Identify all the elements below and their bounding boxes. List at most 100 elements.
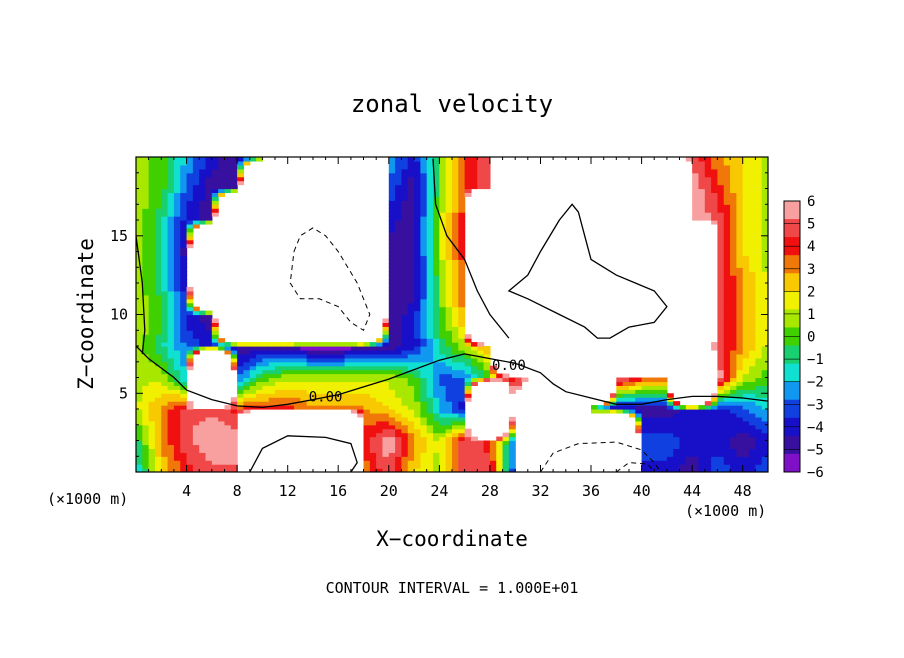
field-cell (199, 188, 207, 194)
field-cell (749, 334, 756, 339)
field-cell (635, 409, 643, 414)
field-cell (401, 176, 409, 182)
field-cell (692, 432, 700, 438)
field-cell (508, 456, 516, 461)
field-cell (414, 302, 421, 308)
field-cell (458, 385, 466, 390)
field-cell (218, 412, 226, 418)
field-cell (344, 397, 352, 402)
field-cell (388, 263, 396, 268)
field-cell (154, 353, 162, 359)
field-cell (306, 357, 314, 363)
field-cell (401, 294, 409, 300)
field-cell (382, 424, 390, 430)
field-cell (420, 160, 428, 166)
field-cell (749, 220, 756, 225)
field-cell (723, 330, 731, 335)
field-cell (420, 235, 428, 241)
field-cell (275, 357, 282, 363)
field-cell (167, 401, 175, 406)
field-cell (445, 176, 453, 182)
field-cell (161, 330, 169, 335)
field-cell (426, 180, 434, 186)
field-cell (401, 247, 409, 253)
field-cell (502, 456, 510, 461)
field-cell (749, 357, 756, 363)
field-cell (420, 416, 428, 422)
field-cell (382, 420, 390, 426)
field-cell (761, 338, 768, 343)
field-cell (407, 290, 415, 296)
field-cell (439, 318, 447, 323)
field-cell (698, 157, 706, 162)
field-cell (268, 385, 276, 390)
field-cell (723, 306, 731, 312)
field-cell (249, 346, 257, 351)
field-cell (401, 420, 409, 426)
field-cell (477, 468, 485, 472)
field-cell (382, 369, 390, 375)
field-cell (148, 184, 156, 190)
field-cell (186, 286, 194, 292)
field-cell (660, 464, 668, 469)
field-cell (136, 448, 143, 453)
field-cell (256, 377, 263, 383)
field-cell (369, 440, 377, 446)
field-cell (167, 440, 175, 446)
field-cell (312, 342, 320, 347)
field-cell (749, 342, 756, 347)
field-cell (730, 263, 737, 268)
field-cell (426, 243, 434, 249)
field-cell (660, 432, 668, 438)
field-cell (723, 188, 731, 194)
field-cell (161, 283, 169, 288)
field-cell (761, 196, 768, 201)
field-cell (154, 306, 162, 312)
field-cell (211, 208, 219, 213)
field-cell (186, 349, 194, 355)
field-cell (433, 452, 440, 457)
field-cell (433, 385, 440, 390)
field-cell (395, 247, 403, 253)
field-cell (736, 369, 744, 375)
field-cell (641, 397, 649, 402)
field-cell (414, 330, 421, 335)
field-cell (369, 369, 377, 375)
field-cell (407, 369, 415, 375)
field-cell (508, 377, 516, 383)
field-cell (148, 160, 156, 166)
field-cell (698, 436, 706, 442)
field-cell (420, 188, 428, 194)
field-cell (477, 369, 485, 375)
field-cell (350, 381, 358, 386)
field-cell (414, 440, 421, 446)
field-cell (161, 326, 169, 331)
field-cell (711, 436, 719, 442)
field-cell (711, 440, 719, 446)
field-cell (464, 334, 472, 339)
field-cell (685, 432, 693, 438)
field-cell (723, 346, 731, 351)
field-cell (363, 428, 371, 434)
field-cell (433, 220, 440, 225)
field-cell (161, 393, 169, 398)
field-cell (205, 440, 213, 446)
field-cell (173, 176, 181, 182)
field-cell (395, 440, 403, 446)
field-cell (755, 330, 763, 335)
field-cell (654, 432, 662, 438)
y-tick-label: 10 (110, 306, 128, 324)
field-cell (711, 416, 719, 422)
field-cell (186, 456, 194, 461)
field-cell (306, 405, 314, 410)
field-cell (395, 330, 403, 335)
field-cell (180, 251, 188, 257)
field-cell (755, 369, 763, 375)
field-cell (439, 283, 447, 288)
field-cell (173, 452, 181, 457)
field-cell (331, 385, 339, 390)
field-cell (142, 275, 150, 280)
field-cell (704, 452, 712, 457)
field-cell (730, 220, 737, 225)
field-cell (154, 385, 162, 390)
